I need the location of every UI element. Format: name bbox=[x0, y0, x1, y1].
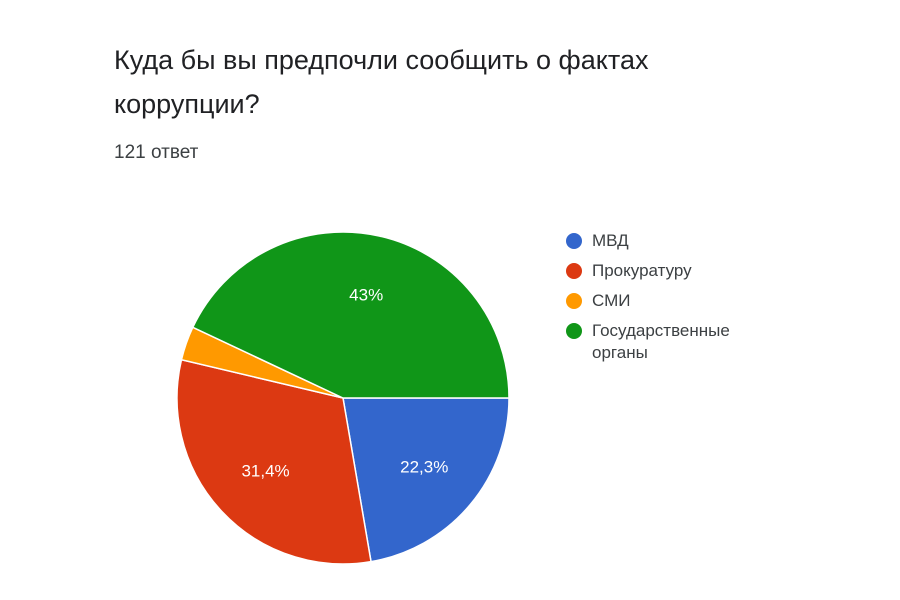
response-count: 121 ответ bbox=[114, 142, 199, 163]
legend-swatch-4 bbox=[566, 323, 582, 339]
legend-swatch-3 bbox=[566, 293, 582, 309]
slice-value-label-2: 31,4% bbox=[241, 462, 289, 481]
pie-slice-1 bbox=[342, 397, 510, 563]
legend-label-4: Государственные органы bbox=[592, 321, 730, 362]
slice-value-label-1: 22,3% bbox=[400, 457, 448, 476]
legend-label-1: МВД bbox=[592, 231, 629, 250]
legend-swatch-1 bbox=[566, 233, 582, 249]
legend-swatch-2 bbox=[566, 263, 582, 279]
pie-slice-4 bbox=[191, 231, 510, 399]
legend: МВД Прокуратуру СМИ Государственные органы bbox=[566, 230, 786, 372]
legend-item-3: СМИ bbox=[566, 290, 786, 312]
legend-label-2: Прокуратуру bbox=[592, 261, 692, 280]
legend-item-2: Прокуратуру bbox=[566, 260, 786, 282]
legend-item-4: Государственные органы bbox=[566, 320, 786, 364]
legend-label-3: СМИ bbox=[592, 291, 631, 310]
legend-item-1: МВД bbox=[566, 230, 786, 252]
pie-slice-2 bbox=[176, 358, 372, 565]
slice-value-label-4: 43% bbox=[349, 285, 383, 304]
chart-title: Куда бы вы предпочли сообщить о фактах к… bbox=[114, 45, 649, 119]
